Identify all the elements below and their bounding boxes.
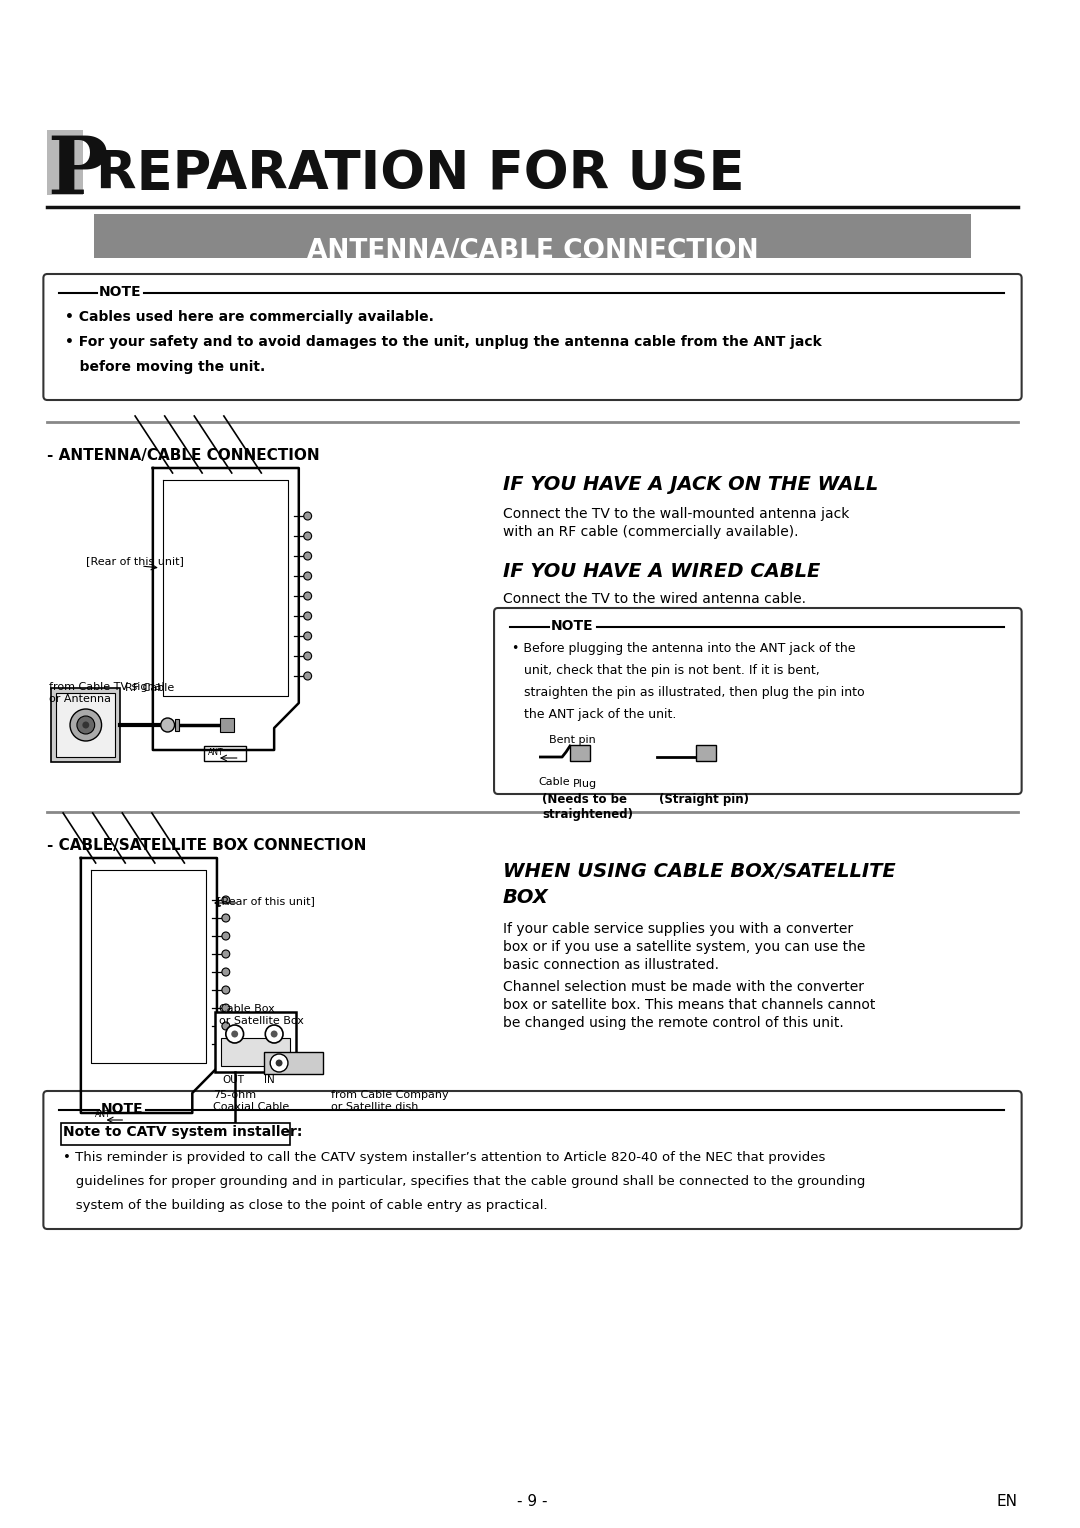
Text: If your cable service supplies you with a converter: If your cable service supplies you with … (503, 921, 853, 937)
Circle shape (303, 613, 312, 620)
Circle shape (303, 512, 312, 520)
Bar (220, 718, 233, 732)
Text: Plug: Plug (573, 779, 597, 788)
Text: Connect the TV to the wired antenna cable.: Connect the TV to the wired antenna cabl… (503, 591, 806, 607)
Circle shape (226, 1025, 244, 1044)
Bar (265, 1051, 323, 1074)
Circle shape (275, 1059, 283, 1067)
Text: NOTE: NOTE (551, 619, 594, 633)
Text: - CABLE/SATELLITE BOX CONNECTION: - CABLE/SATELLITE BOX CONNECTION (48, 837, 367, 853)
Text: BOX: BOX (503, 888, 549, 908)
Text: Cable Box
or Satellite Box: Cable Box or Satellite Box (219, 1004, 303, 1025)
Bar (697, 746, 716, 761)
Circle shape (221, 1022, 230, 1030)
Text: OUT: OUT (222, 1076, 245, 1085)
Bar (175, 720, 179, 730)
Circle shape (266, 1025, 283, 1044)
Bar (51, 688, 120, 762)
Bar (91, 1108, 132, 1123)
Text: NOTE: NOTE (100, 1102, 144, 1115)
Text: ANT: ANT (95, 1109, 110, 1118)
Text: straighten the pin as illustrated, then plug the pin into: straighten the pin as illustrated, then … (512, 686, 864, 698)
Bar (62, 1123, 289, 1144)
Circle shape (161, 718, 175, 732)
Text: EN: EN (997, 1494, 1017, 1510)
Circle shape (303, 633, 312, 640)
Text: IF YOU HAVE A WIRED CABLE: IF YOU HAVE A WIRED CABLE (503, 562, 821, 581)
Circle shape (303, 672, 312, 680)
Text: (Needs to be
straightened): (Needs to be straightened) (542, 793, 633, 821)
Text: with an RF cable (commercially available).: with an RF cable (commercially available… (503, 526, 798, 539)
Bar (204, 746, 245, 761)
Text: ANT: ANT (208, 749, 224, 756)
Circle shape (270, 1054, 288, 1073)
Text: before moving the unit.: before moving the unit. (65, 361, 266, 374)
Circle shape (221, 932, 230, 940)
Text: from Cable Company
or Satellite dish: from Cable Company or Satellite dish (332, 1089, 449, 1111)
Text: from Cable TV signal
or Antenna: from Cable TV signal or Antenna (50, 681, 165, 703)
Text: IF YOU HAVE A JACK ON THE WALL: IF YOU HAVE A JACK ON THE WALL (503, 475, 878, 494)
Text: • For your safety and to avoid damages to the unit, unplug the antenna cable fro: • For your safety and to avoid damages t… (65, 335, 822, 348)
Text: system of the building as close to the point of cable entry as practical.: system of the building as close to the p… (63, 1199, 548, 1212)
Circle shape (231, 1030, 239, 1038)
Text: • This reminder is provided to call the CATV system installer’s attention to Art: • This reminder is provided to call the … (63, 1151, 825, 1164)
Text: REPARATION FOR USE: REPARATION FOR USE (96, 148, 744, 200)
FancyBboxPatch shape (43, 274, 1022, 400)
Text: guidelines for proper grounding and in particular, specifies that the cable grou: guidelines for proper grounding and in p… (63, 1175, 865, 1187)
FancyBboxPatch shape (494, 608, 1022, 795)
Circle shape (221, 950, 230, 958)
Bar (48, 130, 83, 196)
Circle shape (70, 709, 102, 741)
Text: the ANT jack of the unit.: the ANT jack of the unit. (512, 707, 676, 721)
Circle shape (221, 1041, 230, 1048)
Text: [Rear of this unit]: [Rear of this unit] (85, 556, 184, 565)
FancyBboxPatch shape (43, 1091, 1022, 1229)
Circle shape (221, 969, 230, 976)
Circle shape (303, 591, 312, 601)
Text: Bent pin: Bent pin (549, 735, 595, 746)
Text: 75-ohm
Coaxial Cable: 75-ohm Coaxial Cable (213, 1089, 289, 1111)
Circle shape (221, 895, 230, 905)
Circle shape (271, 1030, 278, 1038)
Circle shape (77, 717, 95, 733)
Circle shape (221, 914, 230, 921)
Text: - 9 -: - 9 - (517, 1494, 548, 1510)
Text: • Cables used here are commercially available.: • Cables used here are commercially avai… (65, 310, 434, 324)
Bar (94, 214, 971, 258)
Text: (Straight pin): (Straight pin) (659, 793, 748, 805)
Text: WHEN USING CABLE BOX/SATELLITE: WHEN USING CABLE BOX/SATELLITE (503, 862, 895, 882)
Text: Note to CATV system installer:: Note to CATV system installer: (63, 1125, 302, 1138)
Text: box or if you use a satellite system, you can use the: box or if you use a satellite system, yo… (503, 940, 865, 953)
Text: Connect the TV to the wall-mounted antenna jack: Connect the TV to the wall-mounted anten… (503, 507, 849, 521)
Circle shape (303, 552, 312, 559)
Text: Cable: Cable (539, 778, 570, 787)
Text: IN: IN (265, 1076, 275, 1085)
Bar (56, 694, 116, 756)
Bar (215, 1012, 296, 1073)
Text: RF Cable: RF Cable (125, 683, 175, 694)
Bar (570, 746, 590, 761)
Circle shape (221, 1004, 230, 1012)
Text: [Rear of this unit]: [Rear of this unit] (217, 895, 315, 906)
Text: be changed using the remote control of this unit.: be changed using the remote control of t… (503, 1016, 843, 1030)
Circle shape (303, 652, 312, 660)
Circle shape (303, 571, 312, 581)
Text: Channel selection must be made with the converter: Channel selection must be made with the … (503, 979, 864, 995)
Text: - ANTENNA/CABLE CONNECTION: - ANTENNA/CABLE CONNECTION (48, 448, 320, 463)
Text: P: P (48, 133, 108, 211)
Text: • Before plugging the antenna into the ANT jack of the: • Before plugging the antenna into the A… (512, 642, 855, 656)
Circle shape (303, 532, 312, 539)
Text: ANTENNA/CABLE CONNECTION: ANTENNA/CABLE CONNECTION (307, 238, 758, 264)
Text: basic connection as illustrated.: basic connection as illustrated. (503, 958, 719, 972)
Text: box or satellite box. This means that channels cannot: box or satellite box. This means that ch… (503, 998, 875, 1012)
Circle shape (82, 721, 90, 729)
Bar (221, 1038, 289, 1067)
Text: NOTE: NOTE (98, 286, 141, 299)
Circle shape (221, 986, 230, 995)
Text: unit, check that the pin is not bent. If it is bent,: unit, check that the pin is not bent. If… (512, 665, 820, 677)
